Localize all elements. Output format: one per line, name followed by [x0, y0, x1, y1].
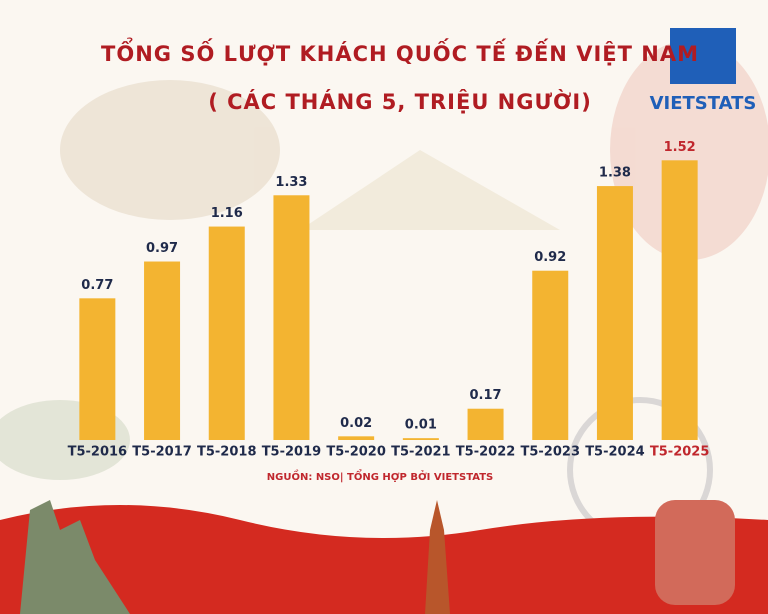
bar [273, 195, 310, 440]
value-label: 0.02 [340, 416, 372, 431]
bar [661, 160, 698, 440]
value-label: 0.17 [470, 388, 502, 403]
logo-mark [670, 28, 736, 84]
bar [402, 438, 439, 440]
decoration [0, 40, 768, 543]
value-label: 0.92 [534, 250, 566, 265]
logo-text: VIETSTATS [650, 93, 757, 114]
x-tick-label: T5-2017 [132, 445, 192, 460]
x-tick-label: T5-2023 [521, 445, 581, 460]
x-tick-label: T5-2025 [650, 445, 710, 460]
x-tick-label: T5-2020 [326, 445, 386, 460]
value-label: 1.52 [664, 140, 696, 155]
source: NGUỒN: NSO| TỔNG HỢP BỞI VIETSTATS [267, 468, 493, 483]
value-label: 1.38 [599, 166, 631, 181]
bar [338, 436, 375, 440]
logo: VIETSTATS [650, 28, 757, 114]
bar [79, 298, 116, 440]
bar [144, 261, 181, 440]
x-tick-label: T5-2021 [391, 445, 451, 460]
bar [532, 270, 569, 440]
x-tick-label: T5-2022 [456, 445, 516, 460]
x-tick-label: T5-2016 [68, 445, 128, 460]
value-label: 0.77 [81, 278, 113, 293]
chart-subtitle: ( CÁC THÁNG 5, TRIỆU NGƯỜI) [208, 88, 592, 114]
x-tick-label: T5-2024 [585, 445, 645, 460]
value-label: 1.16 [211, 206, 243, 221]
x-tick-label: T5-2019 [262, 445, 322, 460]
chart-title: TỔNG SỐ LƯỢT KHÁCH QUỐC TẾ ĐẾN VIỆT NAM [101, 37, 699, 66]
x-tick-label: T5-2018 [197, 445, 257, 460]
value-label: 0.01 [405, 418, 437, 433]
bar [596, 186, 633, 440]
bar [208, 226, 245, 440]
value-label: 1.33 [275, 175, 307, 190]
bar [467, 408, 504, 440]
value-label: 0.97 [146, 241, 178, 256]
bottom-decoration [0, 500, 768, 614]
